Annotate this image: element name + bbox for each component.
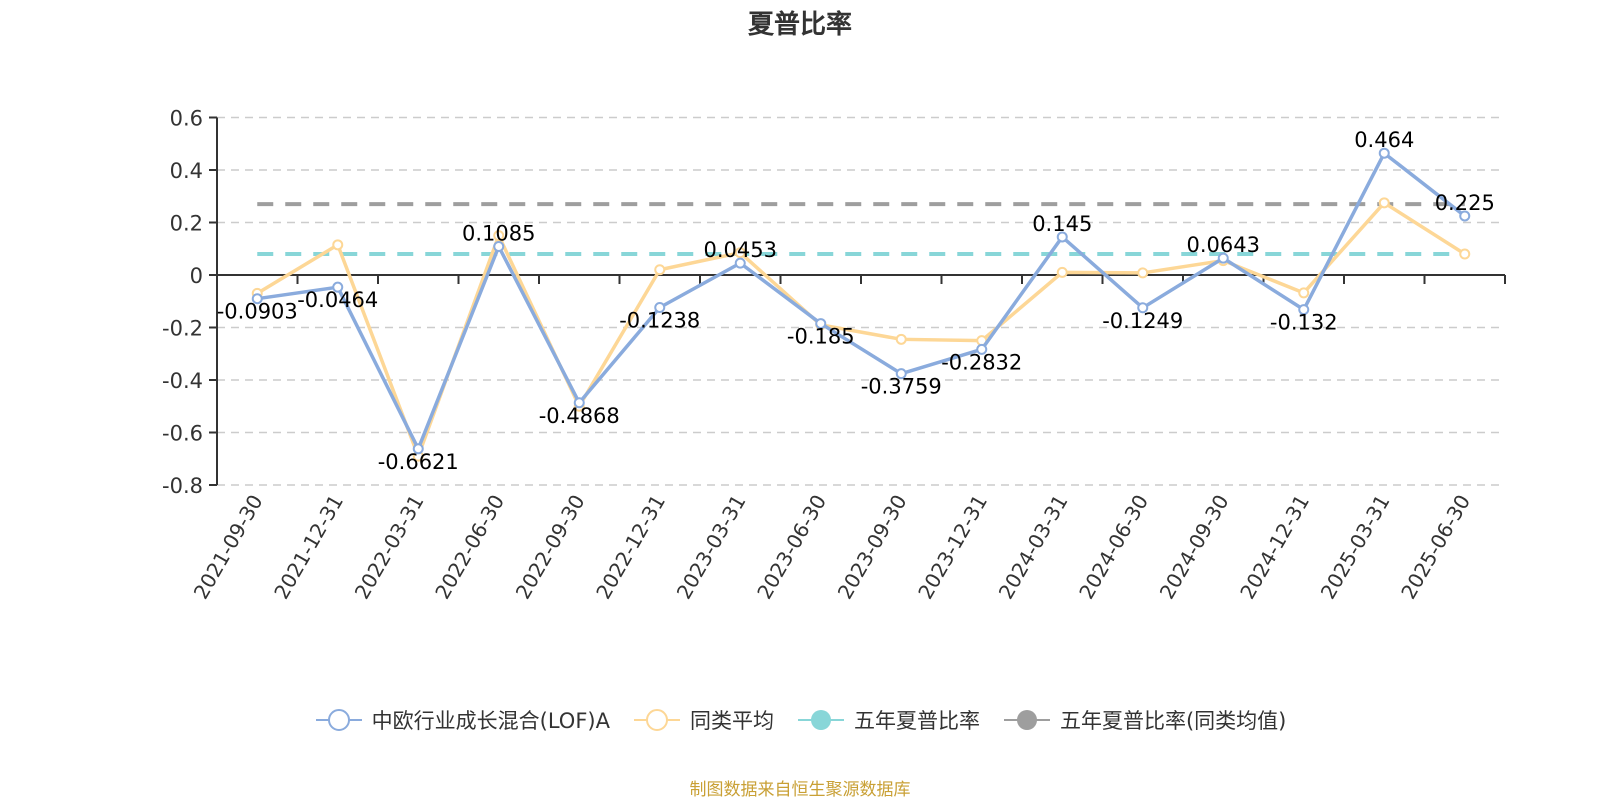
x-tick-label: 2024-12-31 xyxy=(1235,491,1314,604)
data-label: -0.1249 xyxy=(1102,309,1183,333)
x-tick-label: 2024-03-31 xyxy=(994,491,1073,604)
y-tick-label: -0.4 xyxy=(162,369,203,393)
x-tick-label: 2022-09-30 xyxy=(511,491,590,604)
legend-item-five-year-sharpe[interactable]: 五年夏普比率 xyxy=(796,705,980,735)
x-tick-label: 2024-09-30 xyxy=(1155,491,1234,604)
series-line xyxy=(257,151,1466,451)
data-point[interactable] xyxy=(1217,252,1229,264)
x-tick-label: 2021-12-31 xyxy=(269,491,348,604)
x-tick-label: 2023-03-31 xyxy=(672,491,751,604)
y-tick-label: 0.6 xyxy=(170,107,203,131)
legend-filled-circle-icon xyxy=(1003,710,1050,730)
x-tick-label: 2022-06-30 xyxy=(430,491,509,604)
data-label: -0.2832 xyxy=(941,350,1022,374)
data-point[interactable] xyxy=(1378,147,1390,159)
legend-item-five-year-sharpe-peer[interactable]: 五年夏普比率(同类均值) xyxy=(1002,705,1286,735)
legend-label: 同类平均 xyxy=(689,709,774,733)
data-point[interactable] xyxy=(1137,267,1149,279)
x-tick-label: 2023-06-30 xyxy=(752,491,831,604)
data-point[interactable] xyxy=(895,333,907,345)
data-point[interactable] xyxy=(1298,304,1310,316)
data-label: 0.464 xyxy=(1354,128,1414,152)
data-point[interactable] xyxy=(412,443,424,455)
y-tick-label: 0.2 xyxy=(170,212,203,236)
data-point[interactable] xyxy=(654,301,666,313)
data-point[interactable] xyxy=(1459,210,1471,222)
data-point[interactable] xyxy=(1459,248,1471,260)
data-label: -0.0903 xyxy=(217,300,298,324)
x-tick-label: 2023-09-30 xyxy=(833,491,912,604)
data-point[interactable] xyxy=(1137,302,1149,314)
legend-item-fund[interactable]: 中欧行业成长混合(LOF)A xyxy=(314,705,610,735)
x-tick-label: 2021-09-30 xyxy=(189,491,268,604)
x-tick-label: 2025-06-30 xyxy=(1396,491,1475,604)
data-point[interactable] xyxy=(815,318,827,330)
data-label: 0.0643 xyxy=(1187,233,1260,257)
data-point[interactable] xyxy=(1056,231,1068,243)
y-tick-label: -0.2 xyxy=(162,317,203,341)
data-point[interactable] xyxy=(654,264,666,276)
data-point[interactable] xyxy=(573,397,585,409)
data-point[interactable] xyxy=(1378,197,1390,209)
data-label: -0.0464 xyxy=(297,288,378,312)
data-point[interactable] xyxy=(493,241,505,253)
legend-label: 五年夏普比率 xyxy=(853,709,980,733)
data-point[interactable] xyxy=(1056,266,1068,278)
data-label: 0.1085 xyxy=(462,222,535,246)
data-label: 0.225 xyxy=(1435,191,1495,215)
data-source-note: 制图数据来自恒生聚源数据库 xyxy=(689,780,911,800)
data-label: -0.6621 xyxy=(378,450,459,474)
legend-label: 五年夏普比率(同类均值) xyxy=(1059,709,1287,733)
legend-filled-circle-icon xyxy=(797,710,844,730)
data-label: -0.3759 xyxy=(861,375,942,399)
data-point[interactable] xyxy=(976,343,988,355)
y-tick-label: 0 xyxy=(190,264,203,288)
x-tick-label: 2022-12-31 xyxy=(591,491,670,604)
data-label: -0.1238 xyxy=(619,308,700,332)
legend-label: 中欧行业成长混合(LOF)A xyxy=(371,709,610,733)
x-tick-label: 2022-03-31 xyxy=(350,491,429,604)
y-tick-label: -0.8 xyxy=(162,474,203,498)
chart-title: 夏普比率 xyxy=(747,10,852,40)
data-label: 0.0453 xyxy=(704,238,777,262)
data-label: -0.4868 xyxy=(539,404,620,428)
legend-hollow-circle-icon xyxy=(315,709,362,731)
data-point[interactable] xyxy=(1298,287,1310,299)
x-tick-label: 2023-12-31 xyxy=(913,491,992,604)
x-tick-label: 2024-06-30 xyxy=(1074,491,1153,604)
data-point[interactable] xyxy=(895,368,907,380)
legend-item-peer-average[interactable]: 同类平均 xyxy=(632,705,774,735)
data-point[interactable] xyxy=(251,293,263,305)
data-label: -0.185 xyxy=(787,325,855,349)
data-point[interactable] xyxy=(332,281,344,293)
y-tick-label: 0.4 xyxy=(170,159,203,183)
y-tick-label: -0.6 xyxy=(162,422,203,446)
data-point[interactable] xyxy=(734,257,746,269)
data-point[interactable] xyxy=(332,239,344,251)
chart-legend: 中欧行业成长混合(LOF)A 同类平均 五年夏普比率 五年夏普比率(同类均值) xyxy=(0,705,1600,735)
data-label: 0.145 xyxy=(1032,212,1092,236)
x-tick-label: 2025-03-31 xyxy=(1316,491,1395,604)
data-label: -0.132 xyxy=(1270,311,1338,335)
data-point[interactable] xyxy=(493,230,505,242)
legend-hollow-circle-icon xyxy=(633,709,680,731)
data-point[interactable] xyxy=(734,247,746,259)
